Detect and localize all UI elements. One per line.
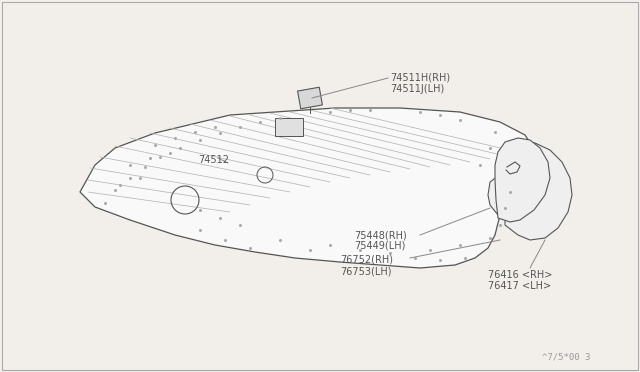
Polygon shape bbox=[498, 142, 572, 240]
Text: 76753(LH): 76753(LH) bbox=[340, 266, 392, 276]
Text: ^7/5*00 3: ^7/5*00 3 bbox=[541, 352, 590, 361]
Text: 74511J(LH): 74511J(LH) bbox=[390, 84, 444, 94]
Text: 75449(LH): 75449(LH) bbox=[354, 241, 405, 251]
Polygon shape bbox=[495, 138, 550, 222]
Text: 74511H(RH): 74511H(RH) bbox=[390, 72, 450, 82]
Text: 76417 <LH>: 76417 <LH> bbox=[488, 281, 551, 291]
Polygon shape bbox=[488, 165, 538, 218]
Polygon shape bbox=[80, 108, 535, 268]
Text: 75448(RH): 75448(RH) bbox=[354, 230, 407, 240]
Text: 76752(RH): 76752(RH) bbox=[340, 255, 393, 265]
Text: 76416 <RH>: 76416 <RH> bbox=[488, 270, 552, 280]
Text: 74512: 74512 bbox=[198, 155, 229, 165]
Bar bbox=[275, 118, 303, 136]
Bar bbox=[298, 87, 323, 109]
